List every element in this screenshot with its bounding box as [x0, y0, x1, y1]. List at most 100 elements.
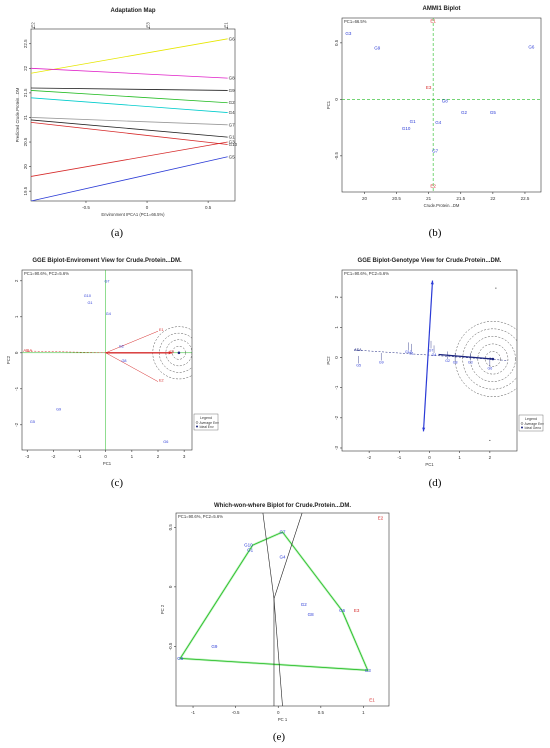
chart-d: GGE Biplot-Genotype View for Crude.Prote… [326, 258, 544, 467]
x-tick-label: 1 [458, 455, 461, 460]
x-tick-label: -2 [367, 455, 371, 460]
x-tick-label: 21.5 [456, 196, 465, 201]
x-axis-label: PC 1 [278, 717, 288, 722]
x-tick-label: -0.5 [232, 710, 240, 715]
x-tick-label: 20 [362, 196, 368, 201]
ordinate-arrow-head-bottom [422, 427, 426, 432]
legend-title: Legend [200, 416, 212, 420]
genotype-label: G5 [177, 656, 184, 661]
top-axis-label: E3 [145, 22, 150, 28]
env-label: E1 [369, 698, 375, 703]
plot-frame [341, 269, 518, 452]
chart-title: AMMI1 Biplot [423, 6, 461, 12]
y-tick-label: 0.5 [334, 39, 339, 46]
x-tick-label: -3 [25, 454, 29, 459]
genotype-label: G4 [432, 353, 437, 357]
series-label: G10 [229, 142, 238, 147]
y-tick-label: 22 [23, 65, 28, 71]
genotype-label: G6 [487, 367, 492, 371]
sector-ray [273, 598, 283, 706]
aec-line-dashed [27, 350, 106, 354]
caption-e: (e) [273, 731, 286, 743]
legend-average-marker [195, 421, 199, 424]
x-tick-label: 0 [277, 710, 280, 715]
chart-title: GGE Biplot-Enviroment View for Crude.Pro… [32, 258, 182, 264]
top-axis-label: E1 [224, 22, 229, 28]
concentric-circle [172, 346, 186, 360]
aec-arrow-head [489, 357, 493, 361]
legend-item: Ideal Geno [525, 426, 542, 430]
concentric-circle [165, 339, 192, 367]
point-label: G8 [442, 99, 449, 104]
chart-c: GGE Biplot-Enviroment View for Crude.Pro… [6, 258, 219, 466]
y-tick-label: 1 [14, 315, 19, 318]
plot-frame [341, 17, 542, 193]
series-line-G9 [31, 87, 228, 91]
x-tick-label: -1 [397, 455, 401, 460]
y-tick-label: 22.5 [23, 39, 28, 48]
aec-arrow-head [168, 351, 173, 355]
x-tick-label: 1 [362, 710, 365, 715]
x-tick-label: 0 [428, 455, 431, 460]
genotype-label: G10 [405, 350, 412, 354]
x-tick-label: 22 [490, 196, 496, 201]
point-label: G9 [374, 46, 381, 51]
x-tick-label: 20.5 [392, 196, 401, 201]
ordinate-arrow-head-top [430, 280, 434, 285]
top-axis-label: E2 [31, 22, 36, 28]
y-tick-label: 0 [334, 356, 339, 359]
x-axis-label: PC1 [103, 461, 112, 466]
chart-title: Which-won-where Biplot for Crude.Protein… [214, 503, 351, 509]
x-axis-label: Environment IPCA1 (PC1=66.5%) [101, 212, 165, 217]
x-tick-label: 2 [489, 455, 492, 460]
series-line-G7 [31, 117, 228, 126]
genotype-label: G1 [409, 351, 414, 355]
genotype-label: G7 [104, 280, 109, 284]
x-tick-label: -1 [191, 710, 195, 715]
genotype-label: G1 [87, 301, 92, 305]
legend-item: Average Env [525, 422, 545, 426]
series-label: G9 [229, 88, 236, 93]
env-dot [495, 287, 497, 289]
caption-a: (a) [111, 227, 124, 239]
y-tick-label: 0.5 [168, 524, 173, 531]
series-line-G1 [31, 119, 228, 138]
sector-ray [262, 513, 275, 599]
plot-inner [178, 513, 370, 706]
plot-inner [22, 270, 192, 450]
legend-item: Ideal Env [200, 425, 214, 429]
y-tick-label: 21 [23, 114, 28, 120]
legend-average-marker [520, 422, 524, 425]
chart-subtitle: PC1=66.5% [344, 19, 367, 24]
y-tick-label: 21.5 [23, 88, 28, 97]
env-vector [105, 352, 159, 382]
point-label: G3 [345, 31, 352, 36]
env-label: E3 [169, 350, 174, 354]
chart-subtitle: PC1=90.6%, PC2=5.6% [178, 514, 223, 519]
x-tick-label: 21 [426, 196, 432, 201]
point-label: G6 [528, 45, 535, 50]
x-tick-label: -0.5 [82, 205, 90, 210]
point-label: E1 [430, 19, 436, 24]
y-axis-label: PC 2 [160, 604, 165, 614]
y-tick-label: -1 [334, 385, 339, 389]
x-axis-label: PC1 [425, 462, 434, 467]
x-tick-label: 1 [131, 454, 134, 459]
genotype-label: G2 [445, 359, 450, 363]
series-line-G4 [31, 97, 228, 113]
chart-e: Which-won-where Biplot for Crude.Protein… [160, 503, 390, 722]
x-tick-label: 0.5 [205, 205, 212, 210]
genotype-label: G9 [379, 361, 384, 365]
legend-item: Average Env [200, 421, 220, 425]
aec-line-dashed [354, 349, 508, 361]
caption-d: (d) [429, 477, 442, 489]
aec-label: AEA [23, 348, 32, 353]
env-dot [489, 439, 491, 442]
y-tick-label: 0 [334, 98, 339, 101]
chart-subtitle: PC1=90.6%, PC2=5.6% [344, 271, 389, 276]
env-label: E2 [378, 515, 384, 520]
series-label: G1 [229, 135, 236, 140]
genotype-label: G9 [211, 644, 218, 649]
y-tick-label: -0.5 [334, 151, 339, 159]
